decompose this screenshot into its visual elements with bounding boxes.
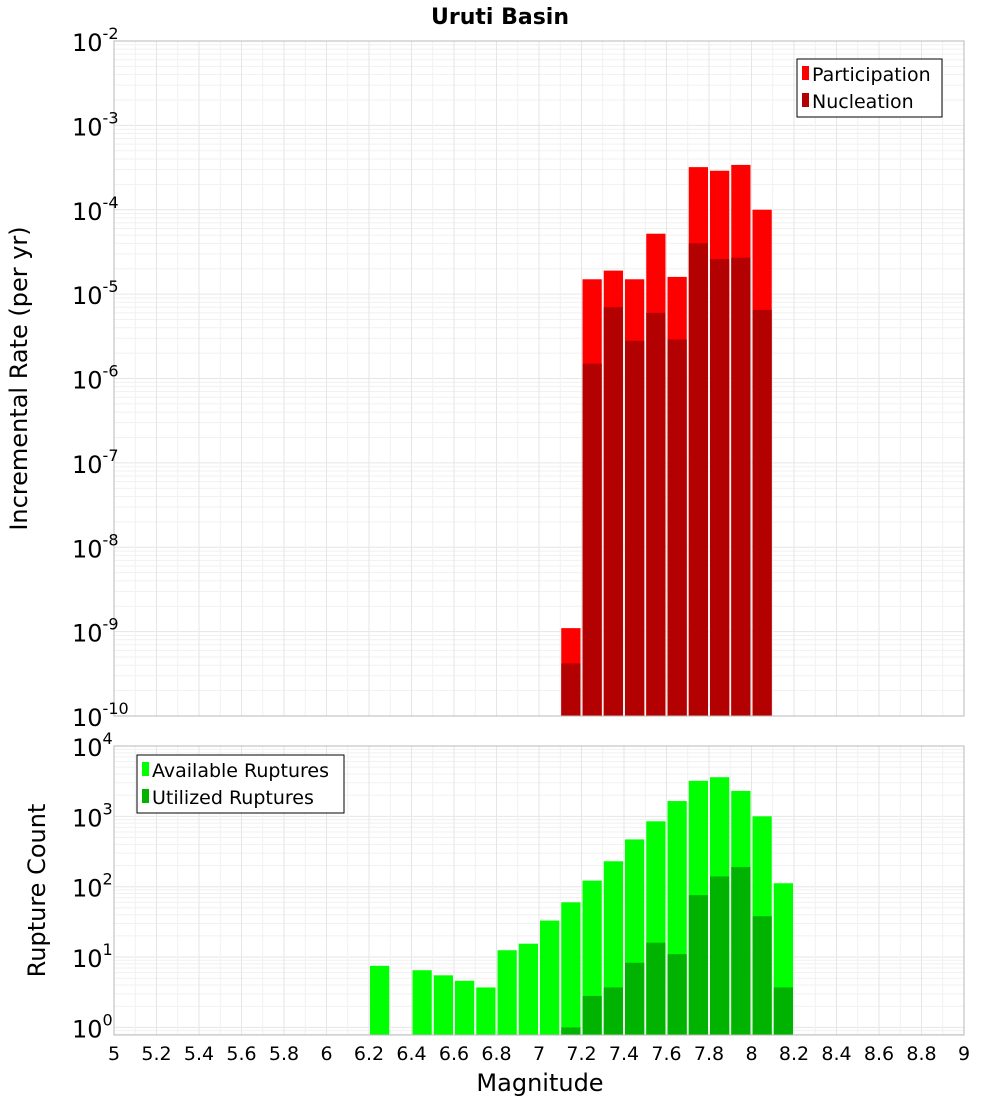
count-bar-series1 bbox=[433, 975, 453, 1035]
rate-bar-series2 bbox=[710, 259, 730, 716]
x-axis-title: Magnitude bbox=[476, 1069, 603, 1097]
count-ytick-label: 104 bbox=[72, 729, 113, 762]
rate-ytick-label: 10-10 bbox=[72, 699, 129, 732]
count-bar-series1 bbox=[540, 920, 560, 1035]
count-bar-series2 bbox=[561, 1027, 581, 1035]
rate-ytick-label: 10-2 bbox=[72, 24, 119, 57]
xtick-label: 6.6 bbox=[439, 1043, 469, 1065]
count-bar-series2 bbox=[752, 916, 772, 1035]
count-bar-series2 bbox=[646, 942, 666, 1035]
rate-legend-swatch bbox=[802, 66, 809, 80]
rate-bar-series2 bbox=[731, 257, 751, 716]
count-bar-series2 bbox=[773, 987, 793, 1035]
rate-ytick-label: 10-5 bbox=[72, 277, 119, 310]
rate-ytick-label: 10-8 bbox=[72, 530, 119, 563]
count-y-axis-title: Rupture Count bbox=[23, 804, 51, 978]
count-bar-series1 bbox=[497, 950, 517, 1035]
xtick-label: 8 bbox=[745, 1043, 757, 1065]
count-bar-series1 bbox=[476, 987, 496, 1035]
rate-legend-label: Nucleation bbox=[812, 91, 914, 113]
xtick-label: 5.6 bbox=[226, 1043, 256, 1065]
xtick-label: 7.4 bbox=[609, 1043, 639, 1065]
count-legend-swatch bbox=[142, 762, 149, 776]
rate-ytick-label: 10-6 bbox=[72, 362, 119, 395]
count-legend-label: Available Ruptures bbox=[152, 760, 329, 782]
xtick-label: 8.4 bbox=[821, 1043, 851, 1065]
chart-title: Uruti Basin bbox=[431, 5, 569, 30]
x-axis: 5 5.2 5.4 5.6 5.8 6 6.2 6.4 6.6 6.8 7 7.2 7.4 7.6 7.8 8… bbox=[108, 1043, 970, 1097]
xtick-label: 7 bbox=[533, 1043, 545, 1065]
count-bar-series1 bbox=[561, 902, 581, 1035]
xtick-label: 9 bbox=[958, 1043, 970, 1065]
count-bar-series1 bbox=[518, 943, 538, 1035]
rate-bar-series2 bbox=[561, 663, 581, 716]
rate-legend: Participation Nucleation bbox=[796, 58, 943, 118]
count-ytick-label: 101 bbox=[72, 940, 113, 973]
rate-legend-swatch bbox=[802, 93, 809, 107]
count-bar-series2 bbox=[710, 876, 730, 1035]
xtick-label: 8.8 bbox=[906, 1043, 936, 1065]
xtick-label: 8.2 bbox=[779, 1043, 809, 1065]
rate-ytick-label: 10-3 bbox=[72, 108, 119, 141]
count-bar-series1 bbox=[455, 980, 475, 1035]
count-bar-series2 bbox=[731, 867, 751, 1035]
count-panel: 100 101 102 103 104 Rupture Count Available Ru… bbox=[23, 729, 965, 1043]
count-bar-series2 bbox=[603, 987, 623, 1035]
xtick-label: 5.4 bbox=[184, 1043, 214, 1065]
xtick-label: 5.2 bbox=[141, 1043, 171, 1065]
xtick-label: 6.8 bbox=[481, 1043, 511, 1065]
count-ytick-label: 100 bbox=[72, 1010, 113, 1043]
count-ytick-label: 102 bbox=[72, 870, 113, 903]
xtick-label: 6 bbox=[320, 1043, 332, 1065]
count-bar-series2 bbox=[625, 962, 645, 1035]
xtick-label: 7.2 bbox=[566, 1043, 596, 1065]
count-bar-series2 bbox=[688, 895, 708, 1035]
xtick-label: 8.6 bbox=[864, 1043, 894, 1065]
xtick-label: 6.4 bbox=[396, 1043, 426, 1065]
count-ytick-label: 103 bbox=[72, 799, 113, 832]
count-bar-series2 bbox=[667, 954, 687, 1035]
xtick-label: 5.8 bbox=[269, 1043, 299, 1065]
count-legend: Available Ruptures Utilized Ruptures bbox=[136, 754, 345, 814]
count-legend-label: Utilized Ruptures bbox=[152, 787, 314, 809]
rate-ytick-label: 10-9 bbox=[72, 615, 119, 648]
rate-legend-label: Participation bbox=[812, 64, 931, 86]
xtick-label: 7.6 bbox=[651, 1043, 681, 1065]
count-legend-box bbox=[136, 754, 345, 814]
xtick-label: 5 bbox=[108, 1043, 120, 1065]
count-bar-series1 bbox=[412, 970, 432, 1035]
rate-legend-box bbox=[796, 58, 943, 118]
xtick-label: 7.8 bbox=[694, 1043, 724, 1065]
count-bar-series1 bbox=[370, 965, 390, 1035]
rate-ytick-label: 10-4 bbox=[72, 193, 119, 226]
count-plot-frame bbox=[113, 745, 965, 1036]
rate-bar-series2 bbox=[667, 339, 687, 716]
rate-bar-series2 bbox=[582, 363, 602, 716]
count-legend-swatch bbox=[142, 789, 149, 803]
rate-bar-series2 bbox=[625, 340, 645, 716]
rate-bar-series2 bbox=[752, 309, 772, 716]
rate-plot-frame bbox=[113, 40, 965, 717]
xtick-label: 6.2 bbox=[354, 1043, 384, 1065]
rate-panel: 10-10 10-9 10-8 10-7 10-6 10-5 10-4 10-3 10-2 Inc… bbox=[5, 24, 965, 732]
count-bar-series2 bbox=[582, 995, 602, 1035]
rate-y-axis-title: Incremental Rate (per yr) bbox=[5, 226, 33, 530]
rate-bar-series2 bbox=[646, 312, 666, 716]
rate-ytick-label: 10-7 bbox=[72, 446, 119, 479]
rate-bar-series2 bbox=[603, 307, 623, 716]
rate-bar-series2 bbox=[688, 243, 708, 717]
